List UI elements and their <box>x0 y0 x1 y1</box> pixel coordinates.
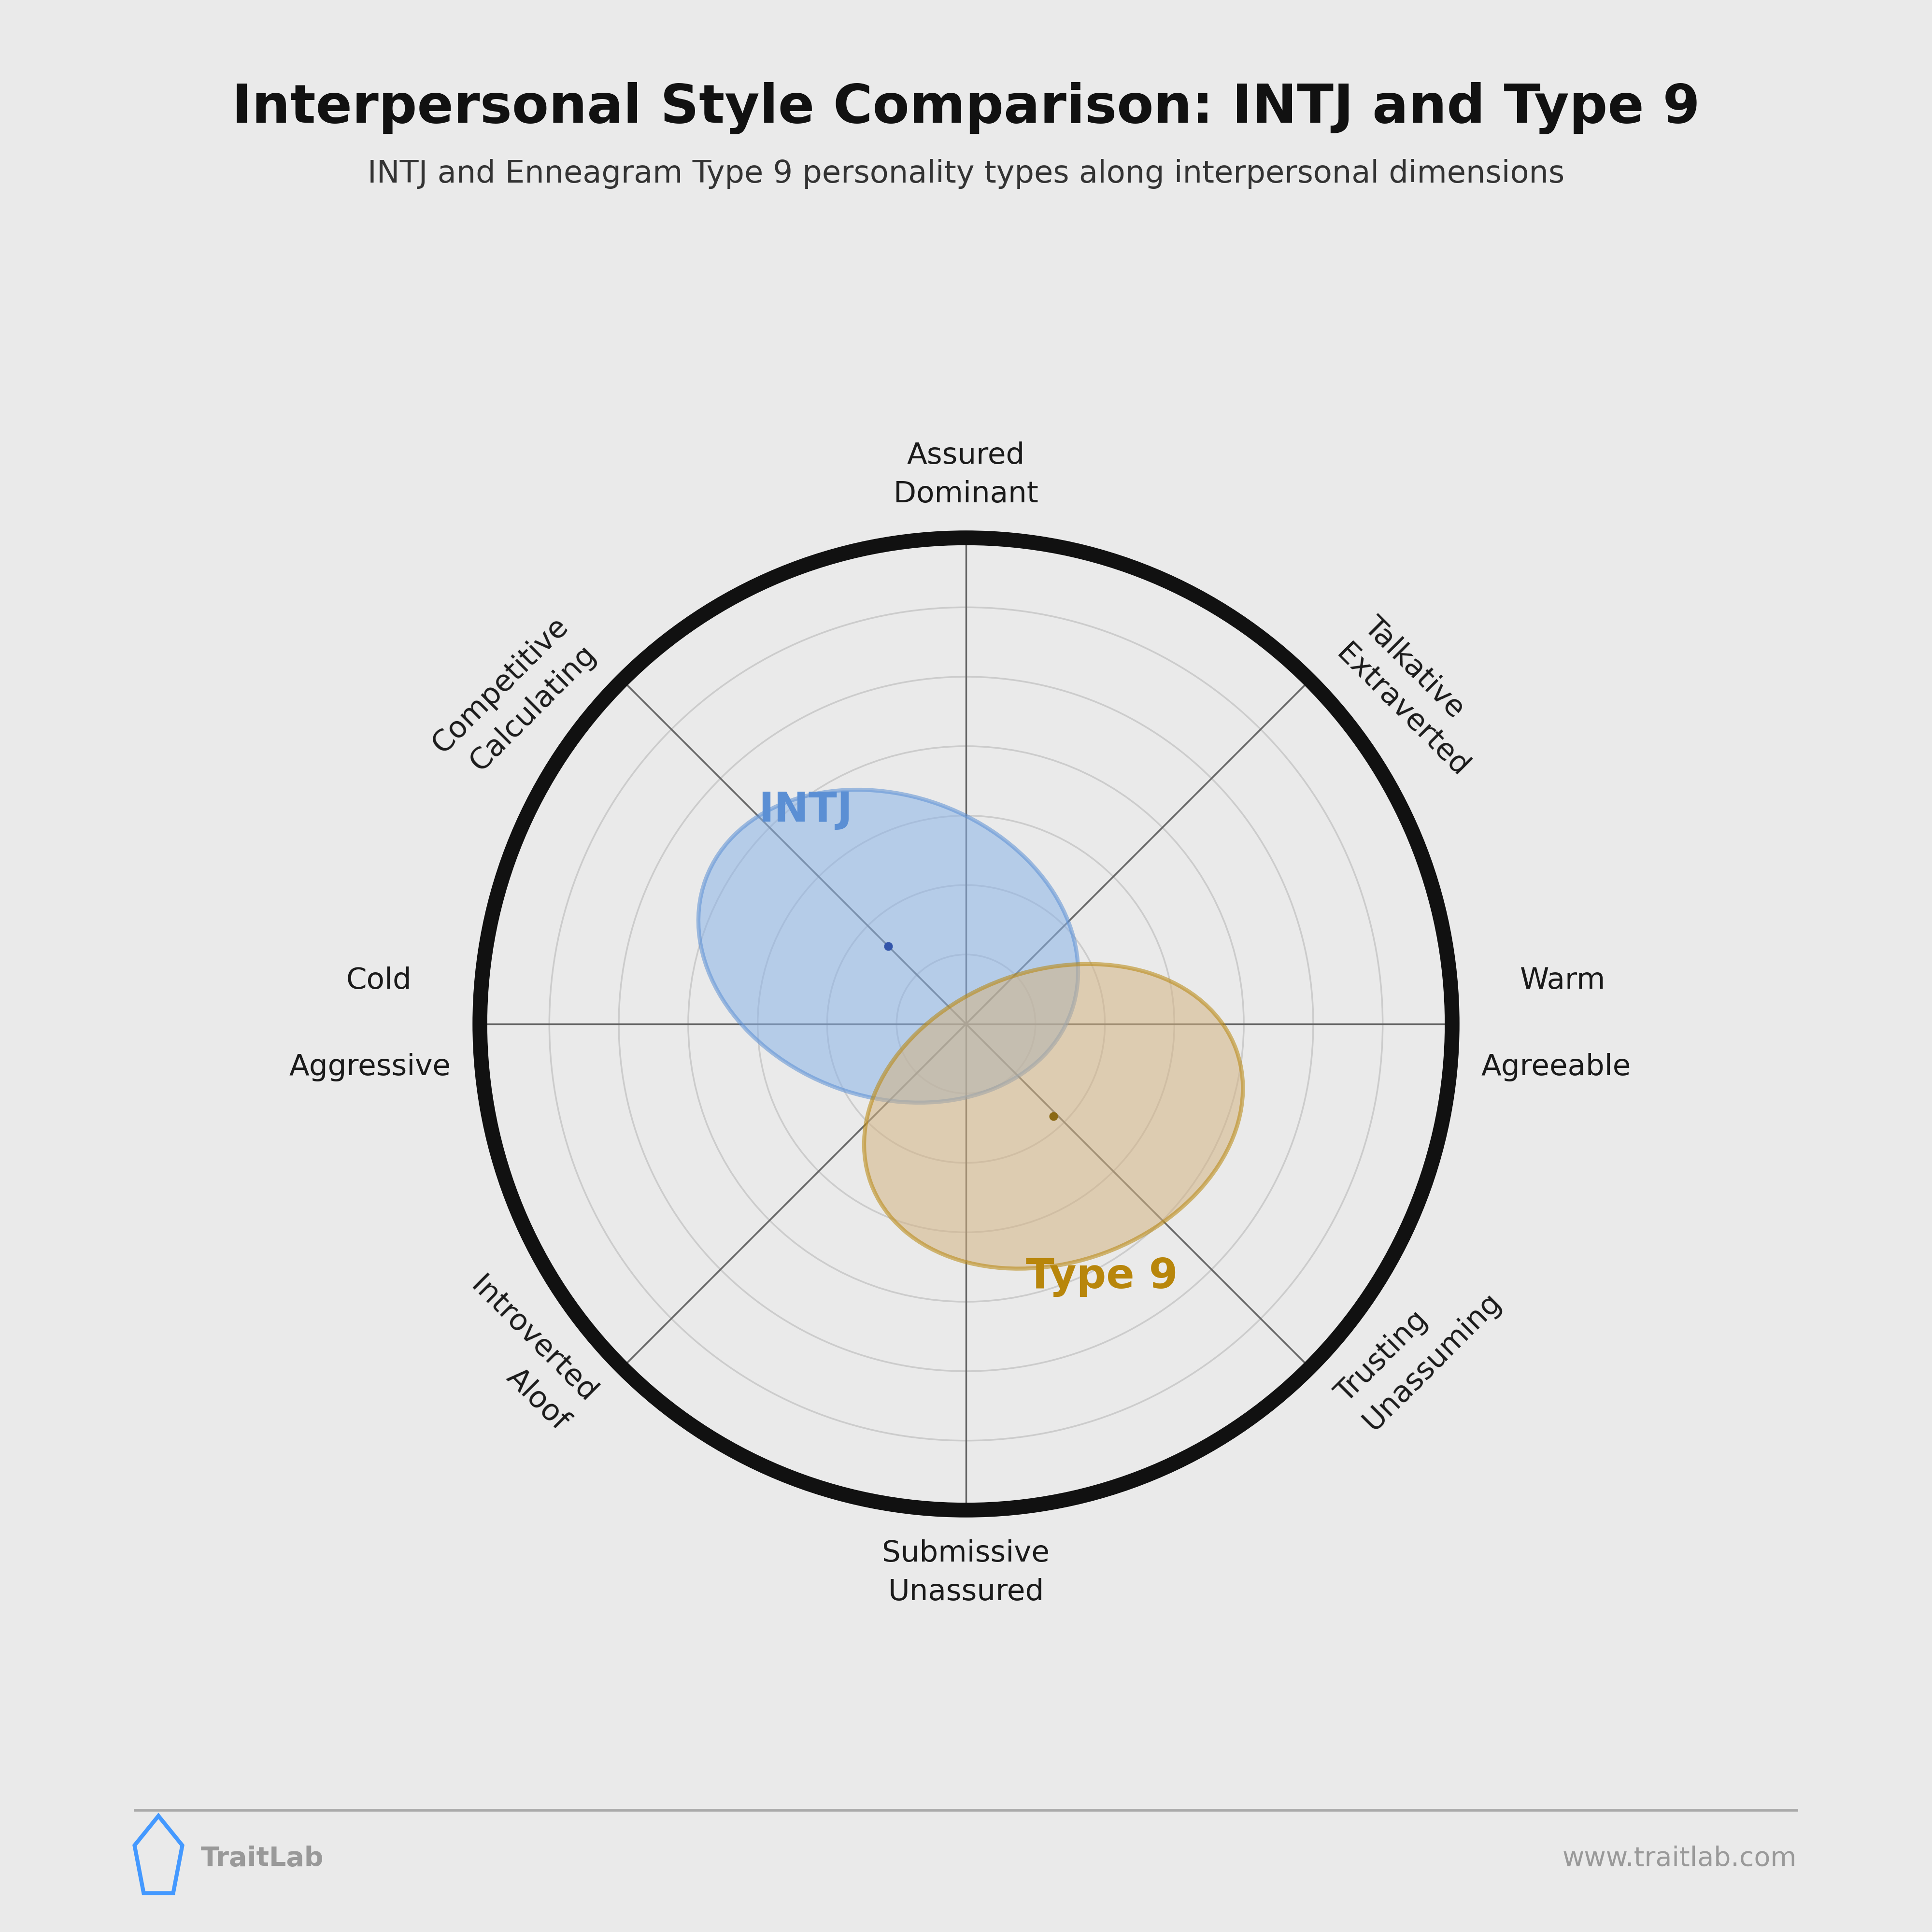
Text: Interpersonal Style Comparison: INTJ and Type 9: Interpersonal Style Comparison: INTJ and… <box>232 81 1700 135</box>
Text: Competitive: Competitive <box>427 612 574 759</box>
Text: Unassuming: Unassuming <box>1358 1287 1507 1435</box>
Text: Submissive: Submissive <box>883 1540 1049 1567</box>
Text: Extraverted: Extraverted <box>1331 639 1474 782</box>
Text: Cold: Cold <box>346 966 412 995</box>
Text: Agreeable: Agreeable <box>1482 1053 1631 1082</box>
Text: Trusting: Trusting <box>1331 1306 1434 1408</box>
Text: Type 9: Type 9 <box>1026 1256 1179 1296</box>
Text: Aggressive: Aggressive <box>290 1053 450 1082</box>
Text: INTJ: INTJ <box>759 790 852 831</box>
Ellipse shape <box>864 964 1242 1269</box>
Text: Unassured: Unassured <box>889 1578 1043 1607</box>
Text: Talkative: Talkative <box>1358 612 1470 724</box>
Text: Calculating: Calculating <box>464 639 601 777</box>
Text: Assured: Assured <box>906 440 1026 469</box>
Ellipse shape <box>697 790 1078 1103</box>
Text: Dominant: Dominant <box>895 481 1037 508</box>
Text: INTJ and Enneagram Type 9 personality types along interpersonal dimensions: INTJ and Enneagram Type 9 personality ty… <box>367 158 1565 189</box>
Text: TraitLab: TraitLab <box>201 1845 325 1872</box>
Text: Warm: Warm <box>1520 966 1605 995</box>
Text: Introverted: Introverted <box>466 1271 601 1408</box>
Text: Aloof: Aloof <box>500 1362 574 1435</box>
Text: www.traitlab.com: www.traitlab.com <box>1563 1845 1797 1872</box>
